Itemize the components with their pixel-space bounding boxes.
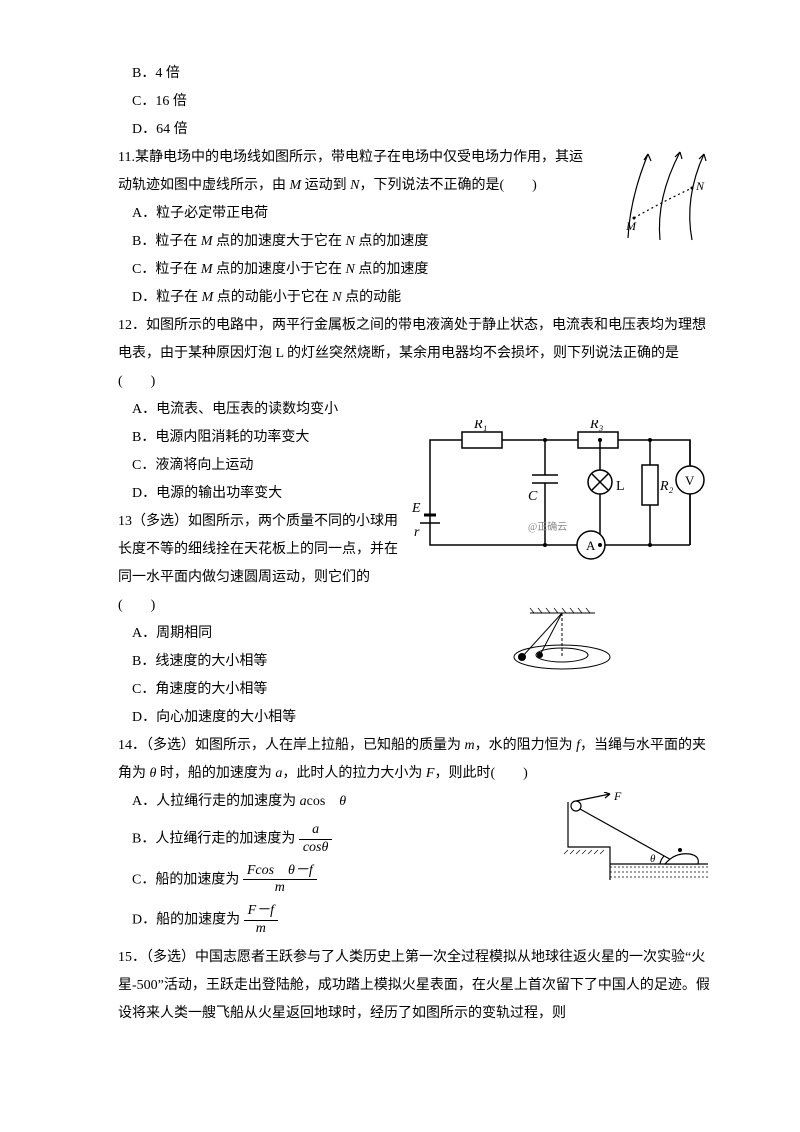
svg-text:R₂: R₂ [659, 479, 674, 494]
svg-text:R₃: R₃ [589, 420, 604, 432]
q10-optC: C．16 倍 [90, 88, 710, 116]
q11-fig-label-M: M [625, 219, 637, 233]
q13-optD: D．向心加速度的大小相等 [90, 704, 710, 732]
q12-q13-block: 12．如图所示的电路中，两平行金属板之间的带电液滴处于静止状态，电流表和电压表均… [90, 312, 710, 732]
svg-text:F: F [613, 792, 622, 803]
svg-text:E: E [411, 501, 421, 516]
q10-optD: D．64 倍 [90, 116, 710, 144]
q14-stem: 14．（多选）如图所示，人在岸上拉船，已知船的质量为 m，水的阻力恒为 f，当绳… [90, 732, 710, 788]
q14-figure: F θ [560, 792, 710, 893]
svg-text:C: C [528, 489, 538, 504]
q15-stem: 15．（多选）中国志愿者王跃参与了人类历史上第一次全过程模拟从地球往返火星的一次… [90, 944, 710, 1028]
svg-text:r: r [414, 525, 420, 540]
q14-block: 14．（多选）如图所示，人在岸上拉船，已知船的质量为 m，水的阻力恒为 f，当绳… [90, 732, 710, 944]
svg-text:A: A [586, 538, 596, 553]
svg-text:V: V [685, 473, 695, 488]
q13-figure [410, 605, 710, 686]
q11-block: M N 11.某静电场中的电场线如图所示，带电粒子在电场中仅受电场力作用，其运动… [90, 144, 710, 312]
svg-text:θ: θ [650, 853, 656, 865]
svg-text:L: L [616, 479, 625, 494]
q12-stem: 12．如图所示的电路中，两平行金属板之间的带电液滴处于静止状态，电流表和电压表均… [90, 312, 710, 396]
q11-optD: D．粒子在 M 点的动能小于它在 N 点的动能 [90, 284, 710, 312]
q14-optD: D．船的加速度为 F－fm [90, 903, 710, 938]
q10-optB: B．4 倍 [90, 60, 710, 88]
q11-fig-label-N: N [695, 179, 705, 193]
q11-optC: C．粒子在 M 点的加速度小于它在 N 点的加速度 [90, 256, 710, 284]
q11-figure: M N [600, 148, 710, 254]
svg-text:R₁: R₁ [473, 420, 487, 432]
watermark: @正确云 [528, 520, 567, 533]
q12-figure: E r R₁ R₃ C L R₂ V A @正确云 [410, 420, 710, 686]
